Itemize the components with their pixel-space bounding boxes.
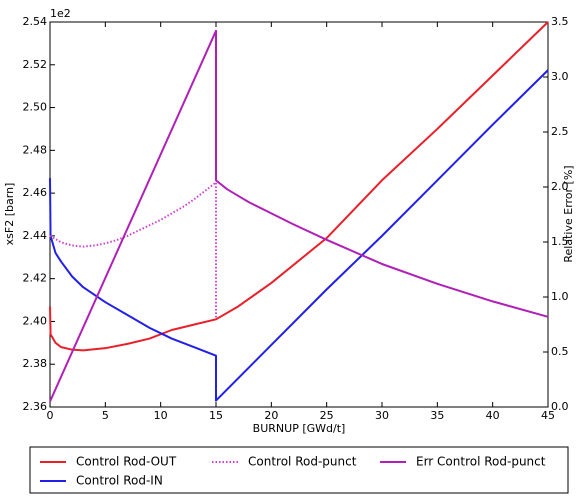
- y-tick-label: 2.40: [23, 314, 48, 327]
- y-tick-label: 2.54: [23, 15, 48, 28]
- y-tick-label: 2.38: [23, 357, 48, 370]
- x-tick-label: 10: [154, 409, 168, 422]
- legend-label: Control Rod-IN: [76, 474, 163, 488]
- y-offset-label: 1e2: [50, 7, 71, 20]
- y-tick-label: 2.44: [23, 229, 48, 242]
- y2-tick-label: 1.0: [551, 290, 569, 303]
- legend: Control Rod-OUT Control Rod-IN Control Rod…: [40, 455, 546, 488]
- y2-tick-label: 2.5: [551, 125, 569, 138]
- y2-tick-label: 0.5: [551, 345, 569, 358]
- plot-frame: [49, 21, 549, 408]
- x-tick-label: 25: [320, 409, 334, 422]
- y2-tick-label: 2.0: [551, 180, 569, 193]
- y2-tick-label: 3.5: [551, 15, 569, 28]
- series-line: [49, 21, 549, 352]
- y-tick-label: 2.42: [23, 272, 48, 285]
- series-line: [49, 29, 549, 402]
- y2-tick-label: 0.0: [551, 400, 569, 413]
- x-tick-label: 0: [47, 409, 54, 422]
- y-tick-label: 2.48: [23, 143, 48, 156]
- y2-axis-label: Relative Error [%]: [562, 165, 575, 262]
- x-tick-label: 45: [541, 409, 555, 422]
- series-line: [49, 181, 217, 320]
- x-tick-label: 30: [375, 409, 389, 422]
- legend-label: Control Rod-punct: [248, 455, 357, 469]
- x-axis-label: BURNUP [GWd/t]: [253, 422, 346, 435]
- legend-label: Control Rod-OUT: [76, 455, 177, 469]
- series-line: [49, 69, 549, 402]
- y-tick-label: 2.36: [23, 400, 48, 413]
- y-tick-label: 2.46: [23, 186, 48, 199]
- y-axis-label: xsF2 [barn]: [3, 183, 16, 246]
- x-tick-label: 40: [486, 409, 500, 422]
- legend-box: [29, 446, 569, 494]
- y2-tick-label: 1.5: [551, 235, 569, 248]
- y2-tick-label: 3.0: [551, 70, 569, 83]
- y-tick-label: 2.52: [23, 58, 48, 71]
- x-tick-label: 15: [209, 409, 223, 422]
- y-tick-label: 2.50: [23, 101, 48, 114]
- x-tick-label: 35: [430, 409, 444, 422]
- legend-label: Err Control Rod-punct: [416, 455, 546, 469]
- x-tick-label: 5: [102, 409, 109, 422]
- x-tick-label: 20: [264, 409, 278, 422]
